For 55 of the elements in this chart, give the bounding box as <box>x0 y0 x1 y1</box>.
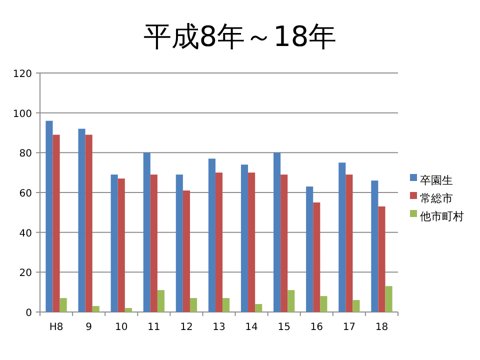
bar <box>346 174 353 312</box>
legend-label: 他市町村 <box>420 210 464 223</box>
bar <box>306 186 314 312</box>
bar <box>274 152 281 312</box>
x-tick-label: 16 <box>310 322 324 333</box>
y-tick-label: 40 <box>19 228 32 240</box>
bar <box>248 172 256 312</box>
bar <box>52 134 60 312</box>
legend-label: 卒園生 <box>420 174 453 187</box>
x-tick-label: 13 <box>212 322 226 333</box>
bar <box>208 158 216 312</box>
x-tick-label: 18 <box>375 322 388 333</box>
x-tick-label: H8 <box>49 322 64 333</box>
bar <box>378 206 386 312</box>
bar <box>46 120 53 312</box>
bar <box>60 298 67 312</box>
bar <box>85 134 92 312</box>
bar <box>352 300 360 312</box>
bar <box>313 202 320 312</box>
bar <box>176 174 183 312</box>
y-tick-label: 100 <box>12 108 32 120</box>
bar <box>215 172 223 312</box>
bar <box>280 174 288 312</box>
bar <box>150 174 158 312</box>
bar <box>385 286 392 312</box>
y-tick-label: 120 <box>12 69 32 80</box>
y-tick-label: 80 <box>19 148 32 160</box>
bar <box>157 290 164 312</box>
bar <box>118 178 125 312</box>
y-tick-label: 20 <box>19 268 32 280</box>
x-tick-label: 11 <box>148 322 160 333</box>
bar <box>78 128 86 312</box>
x-tick-label: 14 <box>245 322 258 333</box>
bar <box>110 174 118 312</box>
x-tick-label: 9 <box>86 322 92 333</box>
bar <box>288 290 295 312</box>
y-tick-label: 0 <box>26 308 32 319</box>
bar <box>255 304 262 312</box>
bar <box>371 180 378 312</box>
bar <box>338 162 346 312</box>
y-tick-label: 60 <box>19 188 32 200</box>
bar <box>222 298 230 312</box>
bar <box>182 190 190 312</box>
x-tick-label: 12 <box>180 322 193 333</box>
bar <box>320 296 328 312</box>
chart-title: 平成8年～18年 <box>143 20 337 53</box>
bar <box>124 308 132 312</box>
bar <box>190 298 198 312</box>
x-tick-label: 17 <box>342 322 356 333</box>
x-tick-label: 10 <box>114 322 128 333</box>
legend-label: 常総市 <box>420 192 453 205</box>
bar <box>92 306 100 312</box>
x-tick-label: 15 <box>278 322 290 333</box>
bar <box>143 152 150 312</box>
bar <box>240 164 248 312</box>
